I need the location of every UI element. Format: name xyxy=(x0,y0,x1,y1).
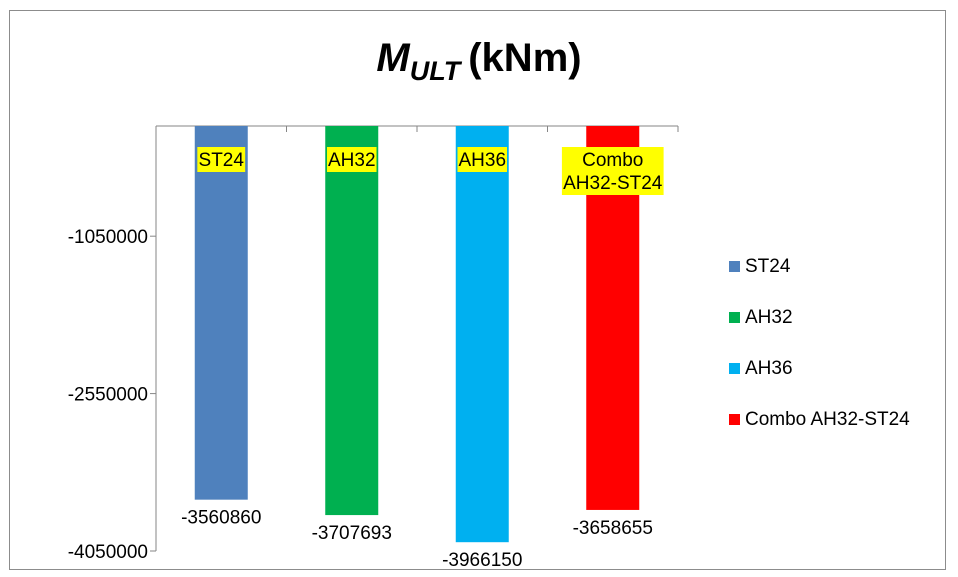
bars xyxy=(194,126,640,543)
legend-swatch xyxy=(729,312,740,323)
chart-title: MULT (kNm) xyxy=(0,36,958,85)
legend-label: ST24 xyxy=(745,255,791,277)
legend-item: ST24 xyxy=(729,255,910,278)
bar-ah32 xyxy=(325,126,379,516)
legend: ST24 AH32 AH36 Combo AH32-ST24 xyxy=(729,255,910,459)
category-label-line: AH32 xyxy=(328,150,376,171)
legend-label: AH36 xyxy=(745,357,793,379)
category-label: ST24 xyxy=(197,147,246,172)
category-label-line: Combo xyxy=(582,150,643,171)
bar-st24 xyxy=(194,126,248,500)
axes: -1050000 -2550000 -4050000 xyxy=(68,125,679,563)
y-tick-label: -2550000 xyxy=(68,385,148,406)
legend-swatch xyxy=(729,414,740,425)
category-label-background xyxy=(326,147,377,172)
chart-title-subscript: ULT xyxy=(409,56,461,86)
legend-label: AH32 xyxy=(745,306,793,328)
data-label: -3560860 xyxy=(181,508,261,529)
value-labels: -3560860 -3707693 -3966150 -3658655 xyxy=(181,508,653,572)
category-label-background xyxy=(561,147,664,195)
data-label: -3707693 xyxy=(312,523,392,544)
bar-ah36 xyxy=(455,126,509,543)
y-tick-label: -1050000 xyxy=(68,227,148,248)
category-label-background xyxy=(457,147,508,172)
legend-swatch xyxy=(729,261,740,272)
category-label: AH36 xyxy=(457,147,508,172)
category-label: AH32 xyxy=(326,147,377,172)
data-label: -3966150 xyxy=(442,550,522,571)
legend-label: Combo AH32-ST24 xyxy=(745,408,910,430)
category-label-line: AH36 xyxy=(458,150,506,171)
chart-title-unit: (kNm) xyxy=(468,36,582,80)
legend-item: Combo AH32-ST24 xyxy=(729,408,910,431)
legend-item: AH36 xyxy=(729,357,910,380)
category-label-background xyxy=(197,147,246,172)
category-label-line: ST24 xyxy=(199,150,245,171)
chart-title-main: M xyxy=(376,36,410,80)
legend-swatch xyxy=(729,363,740,374)
legend-item: AH32 xyxy=(729,306,910,329)
y-tick-label: -4050000 xyxy=(68,542,148,563)
data-label: -3658655 xyxy=(573,518,653,539)
category-label-line: AH32-ST24 xyxy=(563,173,663,194)
